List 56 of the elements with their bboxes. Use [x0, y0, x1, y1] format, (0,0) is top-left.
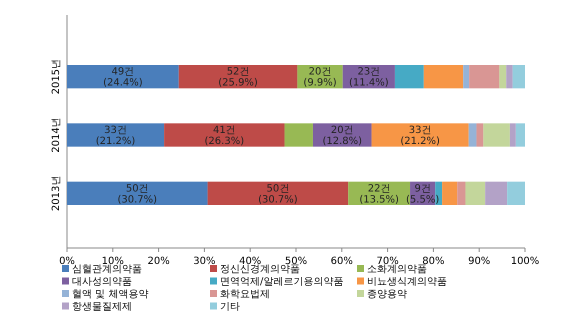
bar	[512, 65, 525, 88]
x-tick-label: 20%	[147, 256, 170, 267]
x-tick-label: 90%	[468, 256, 490, 267]
data-label: 20건 (9.9%)	[303, 66, 337, 89]
bar	[424, 65, 464, 88]
data-label: 50건 (30.7%)	[258, 183, 298, 206]
legend-label: 면역억제/알레르기용의약품	[220, 276, 344, 288]
bar	[463, 65, 470, 88]
bar	[507, 182, 525, 205]
bar	[465, 182, 486, 205]
bar	[483, 123, 510, 147]
bar	[178, 65, 298, 88]
y-tick-label: 2013년	[51, 176, 62, 212]
legend-label: 항생물질제제	[72, 302, 132, 312]
bar	[468, 123, 476, 147]
bar	[67, 182, 208, 205]
bar	[394, 65, 424, 88]
data-label: 20건 (12.8%)	[322, 125, 362, 147]
bar	[208, 182, 348, 205]
legend-label: 정신신경계의약품	[220, 264, 300, 275]
bar	[499, 65, 506, 88]
bar	[485, 182, 508, 205]
bar	[442, 182, 458, 205]
y-tick-label: 2014년	[51, 117, 62, 153]
legend-label: 기타	[220, 302, 240, 312]
legend-label: 화학요법제	[220, 289, 270, 300]
legend-label: 종양용약	[367, 289, 407, 300]
legend-label: 대사성의약품	[72, 276, 132, 288]
bar	[372, 123, 469, 147]
bar	[516, 123, 525, 147]
x-tick-label: 30%	[193, 256, 216, 267]
data-label: 23건 (11.4%)	[349, 66, 389, 89]
bar	[469, 65, 500, 88]
x-tick-label: 0%	[59, 256, 75, 267]
bar	[457, 182, 466, 205]
data-label: 33건 (21.2%)	[96, 125, 136, 147]
bar	[67, 123, 164, 147]
bar	[476, 123, 484, 147]
legend-label: 비뇨생식계의약품	[367, 276, 447, 288]
bar	[510, 123, 516, 147]
legend-label: 소화계의약품	[367, 264, 427, 275]
legend-label: 혈액 및 체액용약	[72, 289, 148, 300]
legend-label: 심혈관계의약품	[72, 264, 142, 275]
data-label: 33건 (21.2%)	[400, 125, 440, 147]
data-label: 49건 (24.4%)	[103, 66, 143, 89]
data-label: 41건 (26.3%)	[204, 125, 244, 147]
x-tick-label: 60%	[330, 256, 353, 267]
data-label: 22건 (13.5%)	[359, 183, 400, 206]
data-label: 50건 (30.7%)	[118, 183, 158, 206]
x-tick-label: 100%	[510, 256, 540, 267]
y-tick-label: 2015년	[51, 58, 62, 94]
bar	[164, 123, 285, 147]
bar	[506, 65, 513, 88]
data-label: 52건 (25.9%)	[218, 66, 258, 89]
bar	[284, 123, 313, 147]
bar	[67, 65, 179, 88]
